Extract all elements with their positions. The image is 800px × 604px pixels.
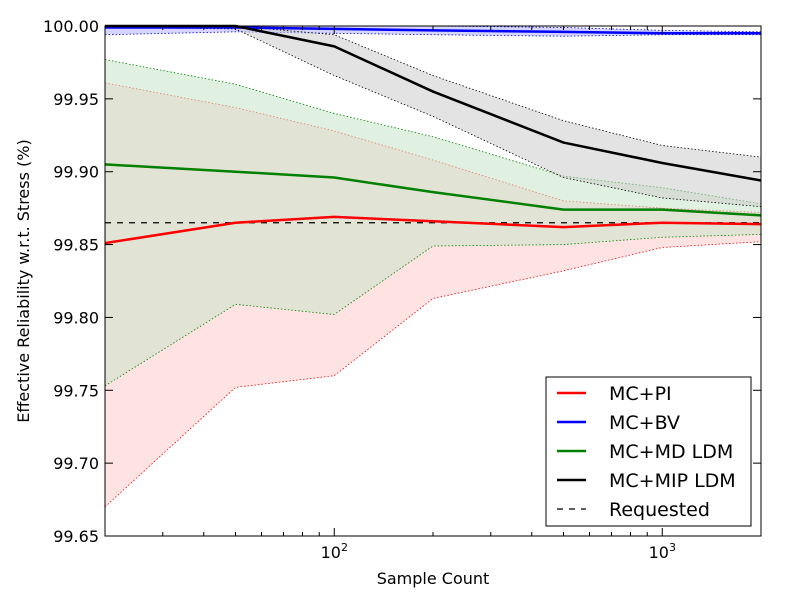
mc-pi-line <box>104 215 762 245</box>
y-tick-label: 100.00 <box>43 17 99 36</box>
legend-label-mc-md-ldm: MC+MD LDM <box>609 441 733 463</box>
mc-md-ldm-line <box>104 163 762 217</box>
y-tick-label: 99.65 <box>53 527 99 546</box>
x-axis-label: Sample Count <box>377 569 490 588</box>
legend: MC+PI MC+BV MC+MD LDM MC+MIP LDM Requested <box>545 376 752 527</box>
y-tick-label: 99.95 <box>53 90 99 109</box>
axis-ticks: 99.65 99.70 99.75 99.80 99.85 99.90 99.95 100.0… <box>43 17 761 562</box>
y-axis-label: Effective Reliability w.r.t. Stress (%) <box>14 139 33 422</box>
y-tick-label: 99.75 <box>53 381 99 400</box>
x-tick-label: 103 <box>649 541 676 562</box>
legend-label-mc-bv: MC+BV <box>609 412 680 434</box>
y-tick-label: 99.70 <box>53 454 99 473</box>
mc-md-ldm-band-upper-edge <box>104 59 762 205</box>
y-tick-label: 99.80 <box>53 308 99 327</box>
legend-label-requested: Requested <box>609 499 710 521</box>
y-tick-label: 99.85 <box>53 236 99 255</box>
legend-label-mc-mip-ldm: MC+MIP LDM <box>609 470 736 492</box>
legend-label-mc-pi: MC+PI <box>609 383 672 405</box>
mc-bv-band-lower-edge <box>104 31 761 37</box>
mc-md-ldm-band-lower-edge <box>104 233 762 387</box>
x-tick-label: 102 <box>321 541 348 562</box>
y-tick-label: 99.90 <box>53 163 99 182</box>
